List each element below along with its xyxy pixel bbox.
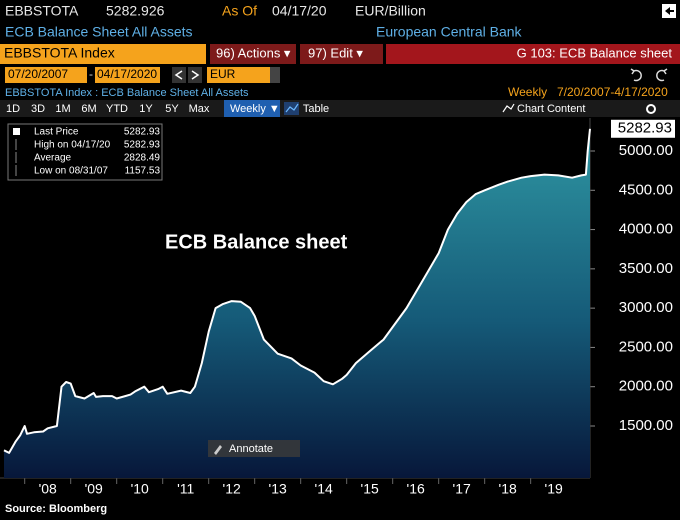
tab-bar bbox=[0, 100, 680, 117]
y-tick-label: 3000.00 bbox=[619, 299, 673, 316]
edit: 97) Edit ▾ bbox=[308, 45, 363, 60]
legend-stat-label: Average bbox=[34, 153, 72, 164]
tab: Table bbox=[303, 103, 329, 115]
description: ECB Balance Sheet All Assets bbox=[5, 24, 193, 40]
sub-title: EBBSTOTA Index : ECB Balance Sheet All A… bbox=[5, 87, 249, 99]
security: EBBSTOTA Index bbox=[4, 45, 115, 61]
actions-button[interactable] bbox=[210, 44, 296, 64]
annotate-icon bbox=[214, 445, 222, 455]
area bbox=[4, 128, 590, 479]
y-tick-label: 4500.00 bbox=[619, 181, 673, 198]
legend-swatch bbox=[13, 128, 20, 135]
ticker: EBBSTOTA bbox=[5, 3, 79, 19]
chart-type-line bbox=[285, 103, 299, 113]
chart-content: Chart Content bbox=[517, 103, 585, 115]
tab: Max bbox=[189, 103, 210, 115]
date-separator: - bbox=[89, 67, 93, 81]
y-tick-label: 1500.00 bbox=[619, 417, 673, 434]
frequency: Weekly bbox=[508, 85, 547, 99]
end-date: 04/17/2020 bbox=[97, 67, 157, 81]
chart-name-bar bbox=[386, 44, 680, 64]
prev-button[interactable] bbox=[172, 67, 186, 83]
date-range: 7/20/2007-4/17/2020 bbox=[557, 85, 668, 99]
price: 5282.926 bbox=[106, 3, 165, 19]
x-tick-label: '11 bbox=[177, 481, 194, 497]
tab: 1D bbox=[6, 103, 20, 115]
y-tick-label: 4000.00 bbox=[619, 221, 673, 238]
start-date-field[interactable] bbox=[5, 67, 87, 83]
line bbox=[3, 128, 591, 454]
x-tick-label: '13 bbox=[269, 481, 287, 497]
x-tick-label: '10 bbox=[131, 481, 149, 497]
legend-stat-value: 1157.53 bbox=[125, 166, 161, 177]
legend-stat-value: 2828.49 bbox=[124, 153, 161, 164]
undo-icon[interactable] bbox=[630, 68, 642, 82]
legend-box bbox=[7, 123, 163, 181]
dropdown[interactable] bbox=[270, 67, 280, 83]
x-tick-label: '14 bbox=[315, 481, 333, 497]
tab: 1M bbox=[55, 103, 70, 115]
tab: 1Y bbox=[139, 103, 153, 115]
as-of-date: 04/17/20 bbox=[272, 3, 327, 19]
end-date-field[interactable] bbox=[95, 67, 160, 83]
last-price-label: 5282.93 bbox=[618, 120, 672, 137]
currency-field[interactable] bbox=[207, 67, 280, 83]
tab: Weekly ▼ bbox=[230, 103, 280, 115]
x-tick-label: '12 bbox=[223, 481, 241, 497]
x-tick-label: '17 bbox=[453, 481, 471, 497]
y-tick-label: 2500.00 bbox=[619, 338, 673, 355]
currency: EUR bbox=[210, 67, 236, 81]
tab: YTD bbox=[106, 103, 128, 115]
y-tick-label: 2000.00 bbox=[619, 378, 673, 395]
tab: 5Y bbox=[165, 103, 179, 115]
x-tick-label: '09 bbox=[85, 481, 103, 497]
back-arrow bbox=[665, 7, 674, 15]
next-arrow bbox=[191, 70, 200, 80]
annotate-button[interactable] bbox=[208, 440, 300, 457]
actions: 96) Actions ▾ bbox=[216, 45, 291, 60]
start-date: 07/20/2007 bbox=[8, 67, 68, 81]
x-tick-label: '08 bbox=[39, 481, 57, 497]
as-of-label: As Of bbox=[222, 3, 257, 19]
last-price-box bbox=[611, 119, 675, 138]
annotate-label: Annotate bbox=[229, 443, 273, 455]
legend-stat-label: High on 04/17/20 bbox=[34, 140, 111, 151]
x-tick-label: '19 bbox=[545, 481, 563, 497]
y-tick-label: 5000.00 bbox=[619, 142, 673, 159]
legend-value: 5282.93 bbox=[124, 127, 161, 138]
edit-button[interactable] bbox=[300, 44, 383, 64]
prev-arrow bbox=[174, 70, 183, 80]
legend-label: Last Price bbox=[34, 127, 79, 138]
tab: 6M bbox=[81, 103, 96, 115]
redo-icon[interactable] bbox=[656, 68, 668, 82]
issuer: European Central Bank bbox=[376, 24, 523, 40]
x-tick-label: '18 bbox=[499, 481, 517, 497]
chart-title: ECB Balance sheet bbox=[165, 231, 348, 253]
security-field[interactable] bbox=[0, 44, 206, 64]
tab: 3D bbox=[31, 103, 45, 115]
settings-icon[interactable] bbox=[646, 104, 656, 114]
x-tick-label: '16 bbox=[407, 481, 425, 497]
units: EUR/Billion bbox=[355, 3, 426, 19]
content-icon bbox=[502, 103, 515, 113]
next-button[interactable] bbox=[188, 67, 202, 83]
source: Source: Bloomberg bbox=[5, 503, 107, 515]
legend-stat-value: 5282.93 bbox=[124, 140, 161, 151]
x-tick-label: '15 bbox=[361, 481, 379, 497]
y-tick-label: 3500.00 bbox=[619, 260, 673, 277]
tab-selected[interactable] bbox=[224, 100, 280, 117]
legend-stat-label: Low on 08/31/07 bbox=[34, 166, 108, 177]
chart-name: G 103: ECB Balance sheet bbox=[517, 45, 673, 60]
